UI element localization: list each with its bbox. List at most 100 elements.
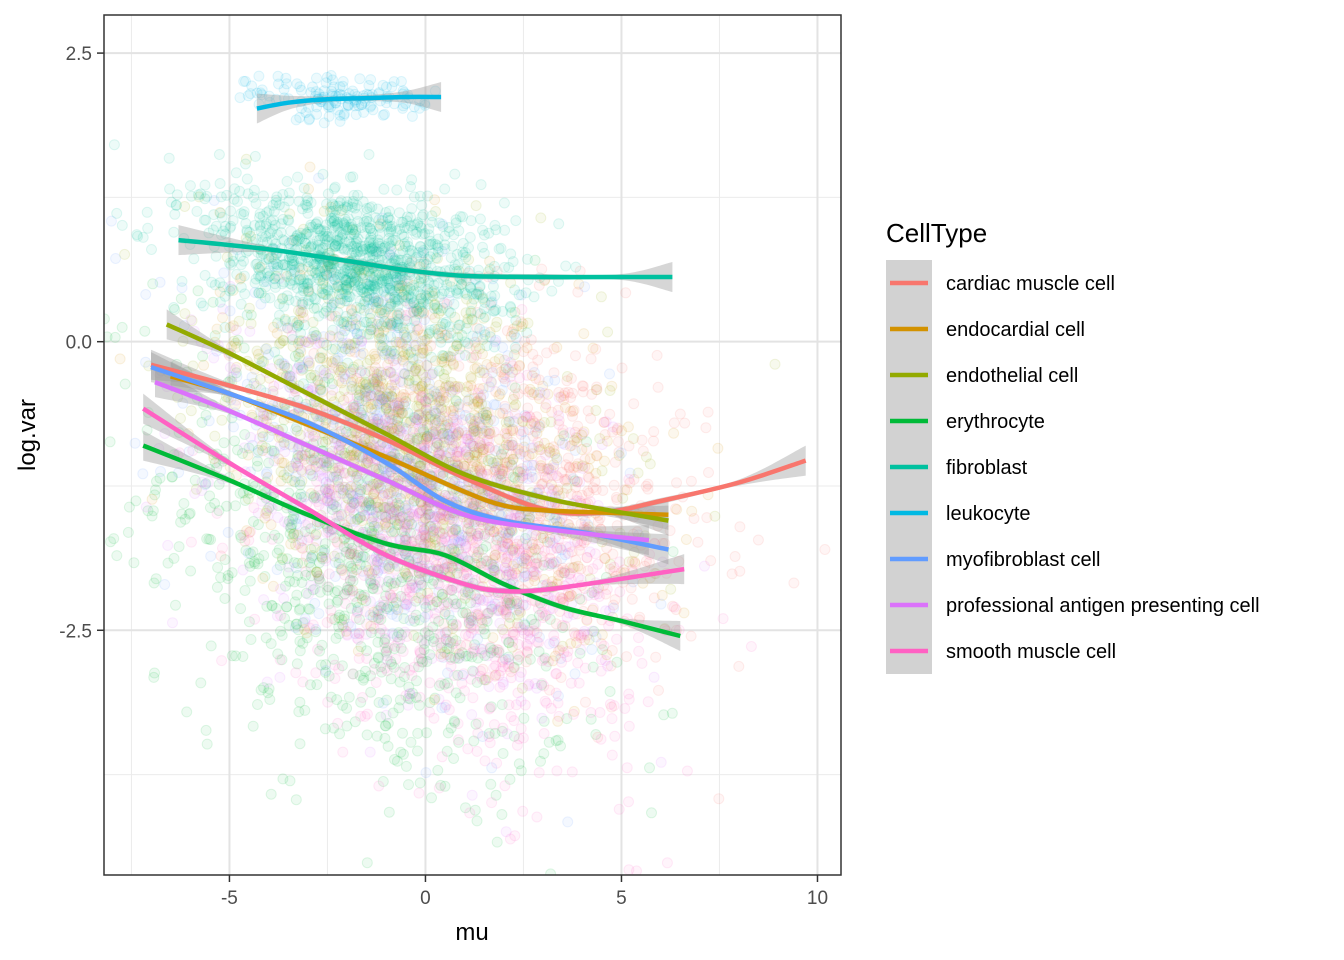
data-point: [536, 263, 548, 275]
data-point: [505, 357, 517, 368]
data-point: [480, 540, 492, 552]
data-point: [439, 780, 451, 792]
data-point: [548, 590, 560, 602]
data-point: [147, 505, 159, 517]
data-point: [230, 167, 242, 179]
data-point: [239, 585, 251, 596]
data-point: [294, 738, 306, 750]
data-point: [245, 634, 257, 645]
data-point: [422, 509, 434, 521]
data-point: [703, 467, 714, 478]
data-point: [533, 767, 545, 779]
data-point: [198, 359, 210, 371]
data-point: [339, 610, 350, 622]
data-point: [503, 651, 514, 663]
data-point: [323, 581, 335, 593]
data-point: [348, 272, 360, 283]
data-point: [354, 389, 365, 401]
data-point: [313, 557, 325, 569]
data-point: [538, 748, 550, 760]
data-point: [500, 403, 512, 415]
data-point: [400, 690, 412, 702]
data-point: [411, 675, 422, 687]
data-point: [553, 710, 565, 722]
data-point: [433, 615, 445, 627]
data-point: [368, 520, 380, 532]
data-point: [435, 779, 447, 791]
data-point: [355, 484, 367, 496]
data-point: [343, 691, 355, 703]
data-point: [520, 451, 532, 463]
data-point: [446, 543, 458, 555]
data-point: [543, 560, 555, 571]
data-point: [425, 520, 437, 532]
data-point: [306, 551, 317, 563]
data-point: [579, 281, 591, 293]
data-point: [511, 598, 523, 610]
data-point: [627, 433, 639, 445]
data-point: [361, 645, 373, 657]
data-point: [594, 707, 606, 718]
data-point: [216, 655, 228, 667]
data-point: [411, 432, 423, 444]
data-point: [237, 564, 249, 576]
data-point: [602, 326, 614, 338]
data-point: [265, 638, 277, 650]
data-point: [167, 617, 178, 629]
data-point: [467, 692, 479, 704]
data-point: [260, 343, 272, 355]
data-point: [536, 712, 548, 724]
data-point: [686, 505, 698, 517]
data-point: [538, 728, 550, 739]
data-point: [558, 430, 570, 442]
data-point: [470, 200, 482, 212]
data-point: [560, 459, 572, 471]
data-point: [597, 485, 609, 496]
data-point: [232, 444, 243, 456]
data-point: [338, 621, 349, 633]
data-point: [508, 715, 520, 727]
data-point: [382, 576, 394, 587]
data-point: [116, 219, 128, 231]
data-point: [373, 381, 385, 393]
data-point: [788, 577, 800, 589]
data-point: [116, 321, 128, 333]
data-point: [577, 428, 589, 439]
data-point: [577, 380, 589, 392]
data-point: [373, 479, 385, 491]
data-point: [337, 619, 349, 631]
data-point: [366, 525, 378, 537]
data-point: [526, 614, 538, 625]
data-point: [513, 598, 525, 610]
data-point: [427, 636, 439, 648]
data-point: [335, 563, 347, 575]
data-point: [337, 746, 349, 758]
data-point: [450, 450, 462, 462]
data-point: [381, 581, 393, 593]
data-point: [445, 654, 457, 665]
data-point: [375, 601, 387, 613]
data-point: [580, 696, 591, 708]
data-point: [226, 567, 238, 579]
data-point: [540, 398, 552, 410]
data-point: [467, 498, 479, 510]
data-point: [111, 550, 123, 562]
data-point: [403, 681, 415, 693]
data-point: [371, 604, 383, 616]
data-point: [414, 691, 426, 703]
data-point: [355, 590, 367, 602]
data-point: [424, 697, 436, 709]
data-point: [274, 671, 286, 683]
data-point: [221, 500, 233, 512]
data-point: [446, 562, 458, 574]
data-point: [619, 703, 631, 714]
data-point: [471, 745, 483, 757]
data-point: [498, 627, 510, 639]
data-point: [397, 748, 409, 760]
data-point: [575, 644, 587, 656]
data-point: [521, 342, 533, 354]
data-point: [558, 567, 570, 579]
data-point: [209, 497, 221, 509]
data-point: [405, 527, 416, 539]
data-point: [211, 581, 223, 593]
